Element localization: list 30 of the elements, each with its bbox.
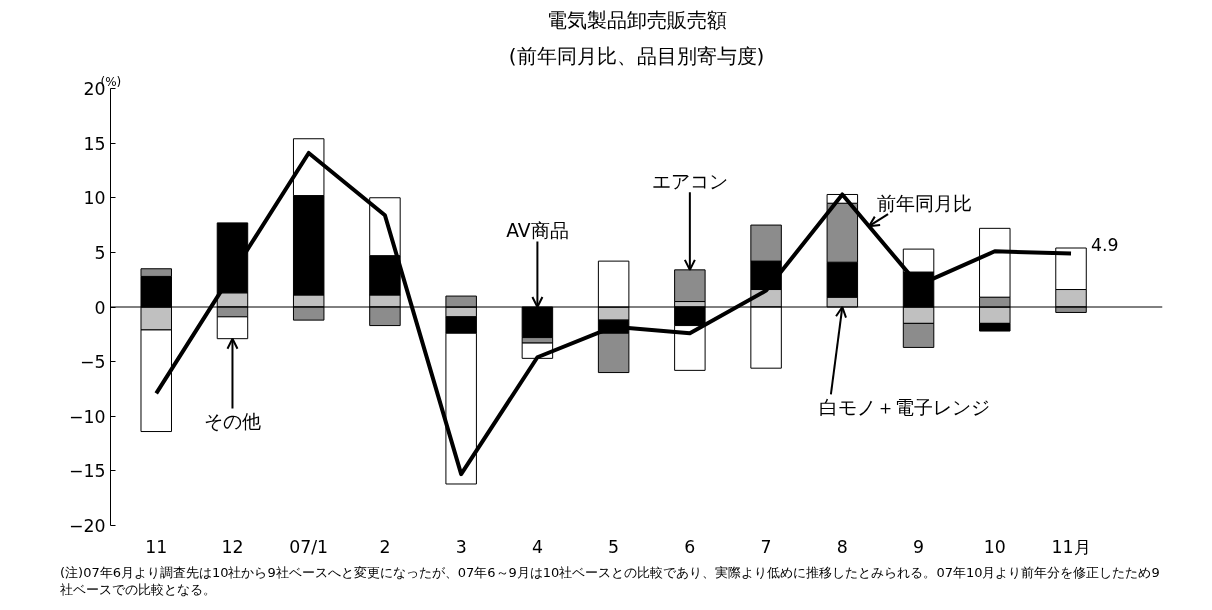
x-tick-label: 07/1 [289, 536, 329, 557]
y-tick-label: 0 [94, 297, 106, 318]
y-tick-label: −10 [68, 406, 106, 427]
chart-subtitle: (前年同月比、品目別寄与度) [508, 43, 765, 68]
y-tick-label: −20 [68, 516, 106, 536]
x-tick-label: 8 [836, 536, 848, 557]
x-tick-label: 11月 [1051, 536, 1091, 557]
text: エアコン [651, 170, 728, 192]
text: 白モノ＋電子レンジ [819, 397, 991, 419]
series-label: 前年同月比 [876, 192, 972, 214]
x-tick-label: 7 [760, 536, 772, 557]
y-tick-label: −5 [79, 352, 106, 373]
text: (注)07年6月より調査先は10社から9社ベースへと変更になったが、07年6～9月は10社ベースとの比較であり、実際より低めに推移したとみられる。07年10月より前年分を修正したため9社ベースでの比較となる。 [60, 565, 1160, 599]
x-tick-label: 10 [983, 536, 1006, 557]
x-tick-label: 6 [684, 536, 696, 557]
x-tick-label: 4 [531, 536, 543, 557]
x-tick-label: 5 [608, 536, 620, 557]
x-tick-label: 3 [455, 536, 467, 557]
x-tick-label: 11 [145, 536, 168, 557]
series-label: その他 [203, 411, 261, 433]
x-tick-label: 2 [379, 536, 391, 557]
x-tick-label: 9 [913, 536, 925, 557]
chart-title: 電気製品卸売販売額 [546, 7, 727, 32]
data-label: 4.9 [1091, 235, 1119, 256]
y-tick-label: 15 [83, 133, 106, 154]
y-tick-label: −15 [68, 461, 106, 482]
y-tick-label: 5 [94, 242, 106, 263]
text: AV商品 [506, 220, 569, 242]
x-tick-label: 12 [221, 536, 244, 557]
y-tick-label: 10 [83, 188, 106, 209]
